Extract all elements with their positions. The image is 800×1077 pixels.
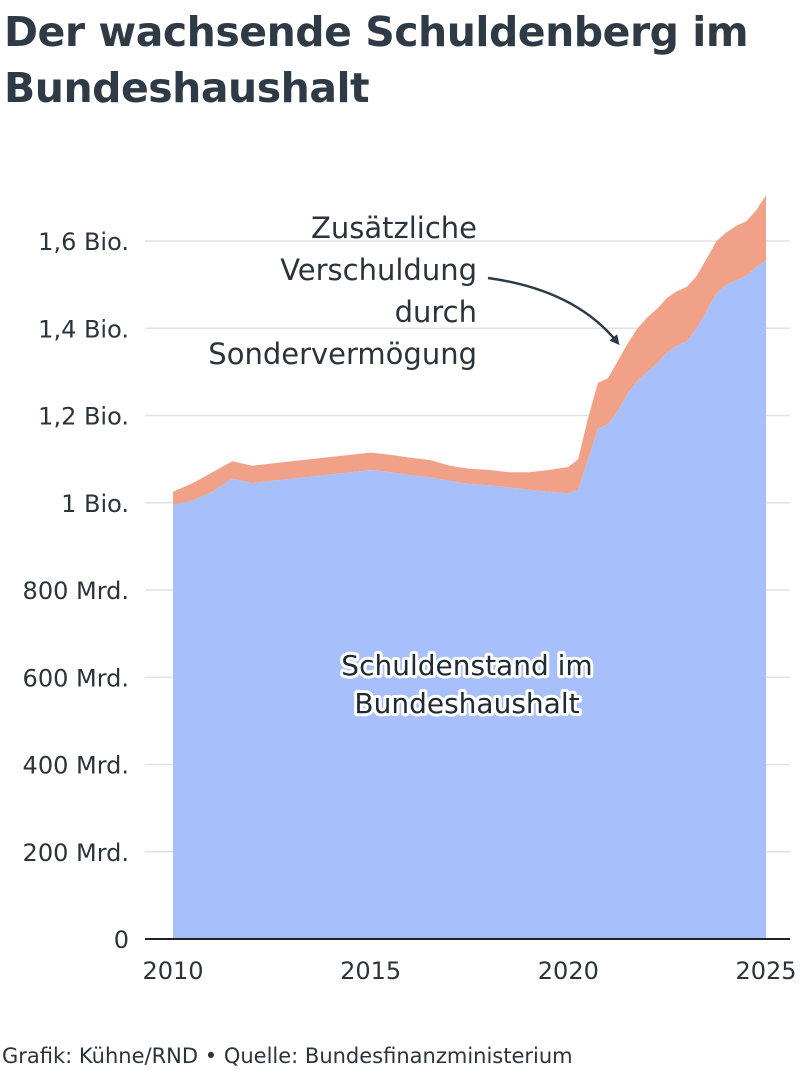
label-layer: Zusätzliche Verschuldung durch Sondervermög… (208, 211, 620, 723)
x-tick-label: 2010 (142, 957, 203, 985)
series-area-schuldenstand (173, 260, 766, 940)
annotation-extra-line: Zusätzliche (311, 211, 477, 245)
y-tick-label: 1 Bio. (61, 490, 129, 518)
y-tick-label: 1,6 Bio. (38, 228, 129, 256)
annotation-extra-line: Verschuldung (280, 253, 477, 287)
x-tick-label: 2025 (735, 957, 796, 985)
footer: Grafik: Kühne/RND • Quelle: Bundesfinanz… (2, 1044, 573, 1068)
y-tick-label: 800 Mrd. (23, 577, 129, 605)
x-tick-label: 2015 (340, 957, 401, 985)
annotation-base-line: Schuldenstand im (341, 649, 592, 682)
footer-credit: Grafik: Kühne/RND (2, 1044, 199, 1068)
page-title: Der wachsende Schuldenberg im Bundeshaus… (4, 8, 749, 112)
y-tick-label: 1,2 Bio. (38, 403, 129, 431)
annotation-extra-line: Sondervermögung (208, 337, 477, 371)
debt-area-chart: 0 200 Mrd. 400 Mrd. 600 Mrd. 800 Mrd. 1 Bio. 1… (23, 195, 797, 985)
y-tick-label: 1,4 Bio. (38, 315, 129, 343)
y-tick-label: 400 Mrd. (23, 752, 129, 780)
annotation-base-line: Bundeshaushalt (354, 687, 579, 720)
x-tick-label: 2020 (538, 957, 599, 985)
annotation-arrow (487, 276, 620, 346)
y-tick-label: 600 Mrd. (23, 664, 129, 692)
annotation-extra-line: durch (395, 295, 477, 329)
y-tick-label: 0 (114, 926, 129, 954)
footer-separator: • (204, 1044, 218, 1068)
axis-layer: 0 200 Mrd. 400 Mrd. 600 Mrd. 800 Mrd. 1 Bio. 1… (23, 228, 797, 985)
y-tick-label: 200 Mrd. (23, 839, 129, 867)
area-layer (173, 195, 766, 940)
series-area-sondervermoegen (173, 195, 766, 505)
footer-source: Quelle: Bundesfinanzministerium (223, 1044, 573, 1068)
